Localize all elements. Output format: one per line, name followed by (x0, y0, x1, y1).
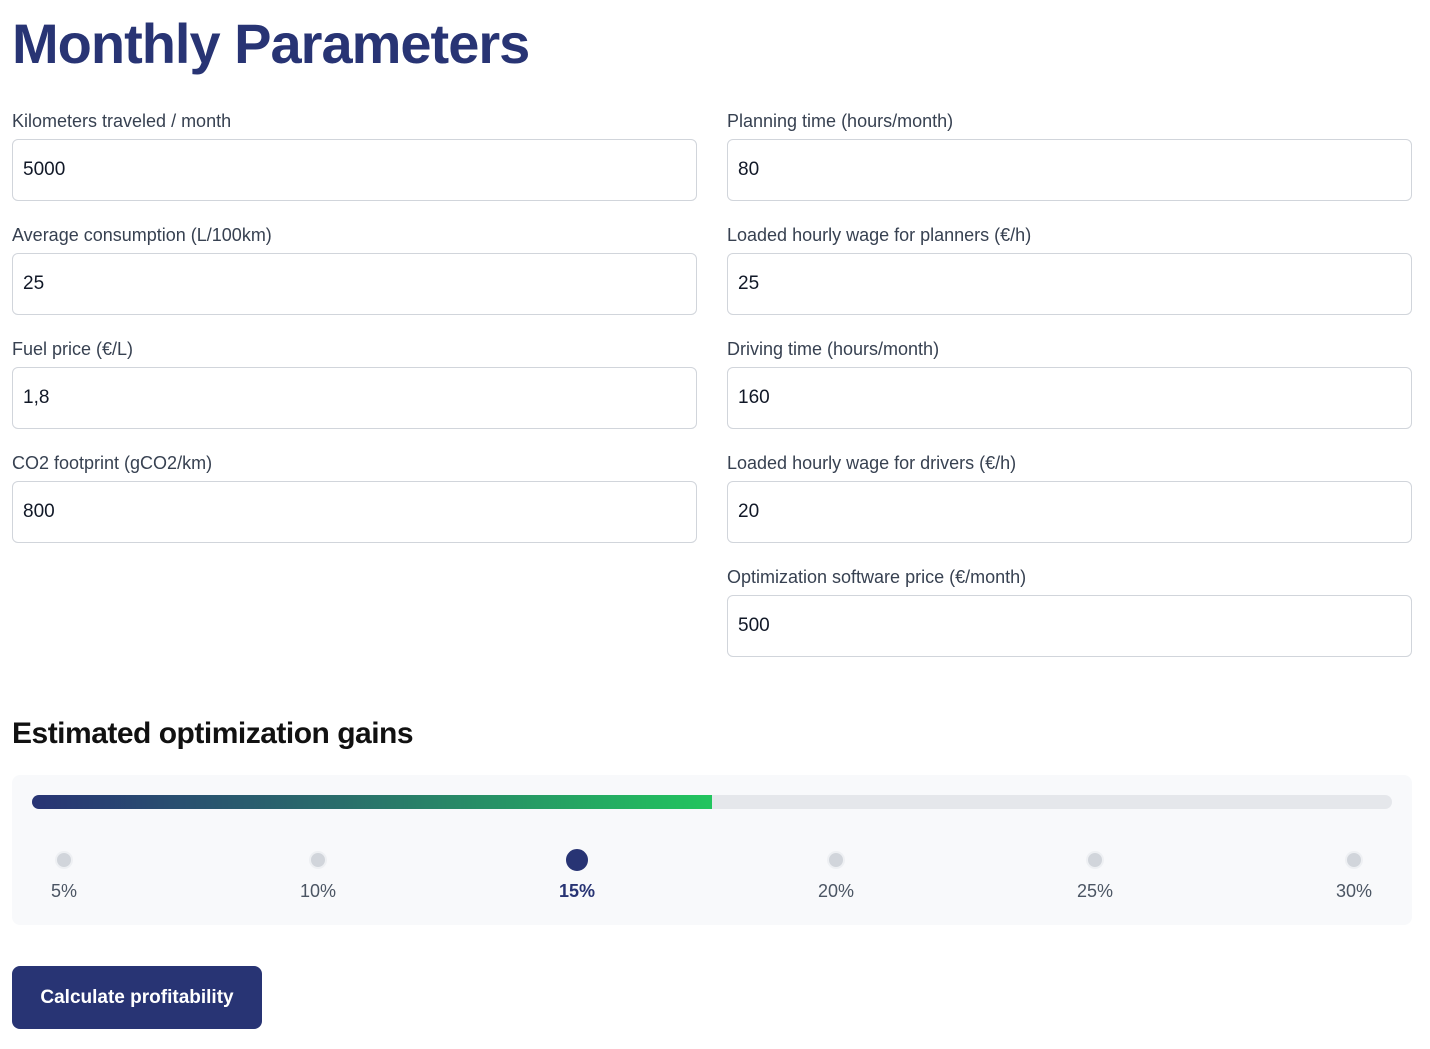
page-title: Monthly Parameters (12, 12, 530, 75)
driving-time-label: Driving time (hours/month) (727, 339, 940, 359)
gain-option-15[interactable]: 15% (537, 849, 617, 902)
fuel-price-label: Fuel price (€/L) (12, 339, 134, 359)
tick-dot (566, 849, 588, 871)
driving-time-input[interactable] (727, 367, 1412, 429)
field-co2: CO2 footprint (gCO2/km) (12, 448, 697, 562)
planner-wage-input[interactable] (727, 253, 1412, 315)
tick-dot (1086, 851, 1104, 869)
left-column: Kilometers traveled / month Average cons… (12, 106, 697, 562)
co2-input[interactable] (12, 481, 697, 543)
tick-label: 15% (558, 881, 596, 901)
slider-fill (32, 795, 712, 809)
tick-label: 25% (1076, 881, 1114, 901)
slider-ticks: 5% 10% 15% 20% 25% 30% (12, 775, 1412, 925)
field-planning-time: Planning time (hours/month) (727, 106, 1412, 220)
gain-option-30[interactable]: 30% (1314, 849, 1394, 902)
field-driving-time: Driving time (hours/month) (727, 334, 1412, 448)
tick-label: 30% (1335, 881, 1373, 901)
driver-wage-input[interactable] (727, 481, 1412, 543)
gain-option-25[interactable]: 25% (1055, 849, 1135, 902)
tick-dot (55, 851, 73, 869)
tick-dot (827, 851, 845, 869)
right-column: Planning time (hours/month) Loaded hourl… (727, 106, 1412, 676)
planner-wage-label: Loaded hourly wage for planners (€/h) (727, 225, 1032, 245)
gain-option-5[interactable]: 5% (24, 849, 104, 902)
gain-option-20[interactable]: 20% (796, 849, 876, 902)
tick-dot (309, 851, 327, 869)
kilometers-input[interactable] (12, 139, 697, 201)
field-driver-wage: Loaded hourly wage for drivers (€/h) (727, 448, 1412, 562)
gains-title: Estimated optimization gains (12, 717, 414, 750)
fuel-price-input[interactable] (12, 367, 697, 429)
tick-label: 5% (50, 881, 77, 901)
gain-option-10[interactable]: 10% (278, 849, 358, 902)
software-price-input[interactable] (727, 595, 1412, 657)
software-price-label: Optimization software price (€/month) (727, 567, 1027, 587)
kilometers-label: Kilometers traveled / month (12, 111, 232, 131)
field-consumption: Average consumption (L/100km) (12, 220, 697, 334)
tick-label: 10% (299, 881, 337, 901)
consumption-label: Average consumption (L/100km) (12, 225, 272, 245)
field-kilometers: Kilometers traveled / month (12, 106, 697, 220)
field-software-price: Optimization software price (€/month) (727, 562, 1412, 676)
tick-label: 20% (817, 881, 855, 901)
planning-time-label: Planning time (hours/month) (727, 111, 954, 131)
planning-time-input[interactable] (727, 139, 1412, 201)
slider-track[interactable] (32, 795, 1392, 809)
field-fuel-price: Fuel price (€/L) (12, 334, 697, 448)
calculate-profitability-button[interactable]: Calculate profitability (12, 966, 262, 1029)
gains-slider: 5% 10% 15% 20% 25% 30% (12, 775, 1412, 925)
field-planner-wage: Loaded hourly wage for planners (€/h) (727, 220, 1412, 334)
co2-label: CO2 footprint (gCO2/km) (12, 453, 213, 473)
driver-wage-label: Loaded hourly wage for drivers (€/h) (727, 453, 1017, 473)
consumption-input[interactable] (12, 253, 697, 315)
tick-dot (1345, 851, 1363, 869)
